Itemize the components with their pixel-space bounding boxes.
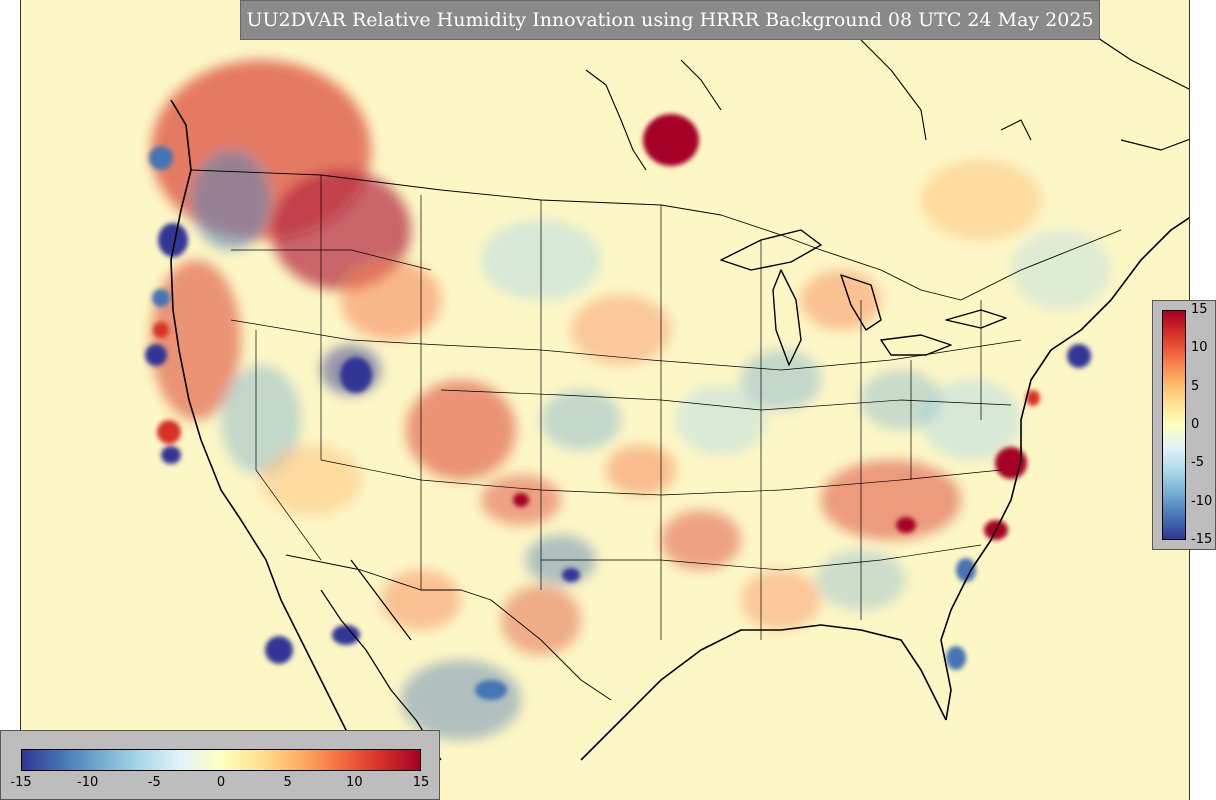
humidity-innovation-map	[145, 19, 1189, 761]
colorbar-horizontal-tick: 15	[412, 775, 430, 790]
gulf-california-coast	[320, 559, 442, 761]
colorbar-horizontal-tick: 10	[346, 775, 363, 790]
colorbar-horizontal-tick: -5	[147, 775, 161, 790]
colorbar-vertical-gradient	[1162, 310, 1186, 540]
colorbar-vertical-tick: 15	[1191, 302, 1208, 317]
us-mexico-border	[285, 554, 612, 701]
colorbar-horizontal: -15 -10 -5 0 5 10 15	[0, 730, 440, 800]
colorbar-horizontal-tick: -10	[77, 775, 99, 790]
colorbar-horizontal-gradient	[21, 749, 421, 771]
colorbar-vertical-tick: -5	[1191, 455, 1204, 471]
gulf-coastline	[580, 624, 947, 761]
innovation-spots	[145, 114, 1091, 700]
state-lines	[230, 175, 1022, 640]
colorbar-vertical-tick: 0	[1191, 417, 1200, 432]
great-lakes	[720, 229, 1007, 366]
colorbar-horizontal-tick: 0	[216, 775, 226, 790]
colorbar-vertical-tick: -15	[1191, 532, 1213, 547]
colorbar-vertical-tick: 5	[1191, 378, 1200, 394]
canada-lakes	[585, 39, 1032, 171]
east-coastline	[940, 217, 1189, 721]
colorbar-horizontal-tick: 5	[283, 775, 292, 790]
west-coastline	[170, 99, 362, 761]
colorbar-vertical-tick: -10	[1191, 493, 1213, 509]
map-boundaries	[170, 19, 1189, 761]
colorbar-vertical-tick: 10	[1191, 340, 1208, 356]
innovation-field	[151, 60, 1111, 740]
us-canada-border	[190, 169, 1122, 301]
colorbar-vertical: 15 10 5 0 -5 -10 -15	[1152, 300, 1216, 550]
colorbar-horizontal-tick: -15	[10, 775, 32, 790]
map-title: UU2DVAR Relative Humidity Innovation usi…	[240, 0, 1100, 40]
map-panel	[20, 0, 1190, 800]
